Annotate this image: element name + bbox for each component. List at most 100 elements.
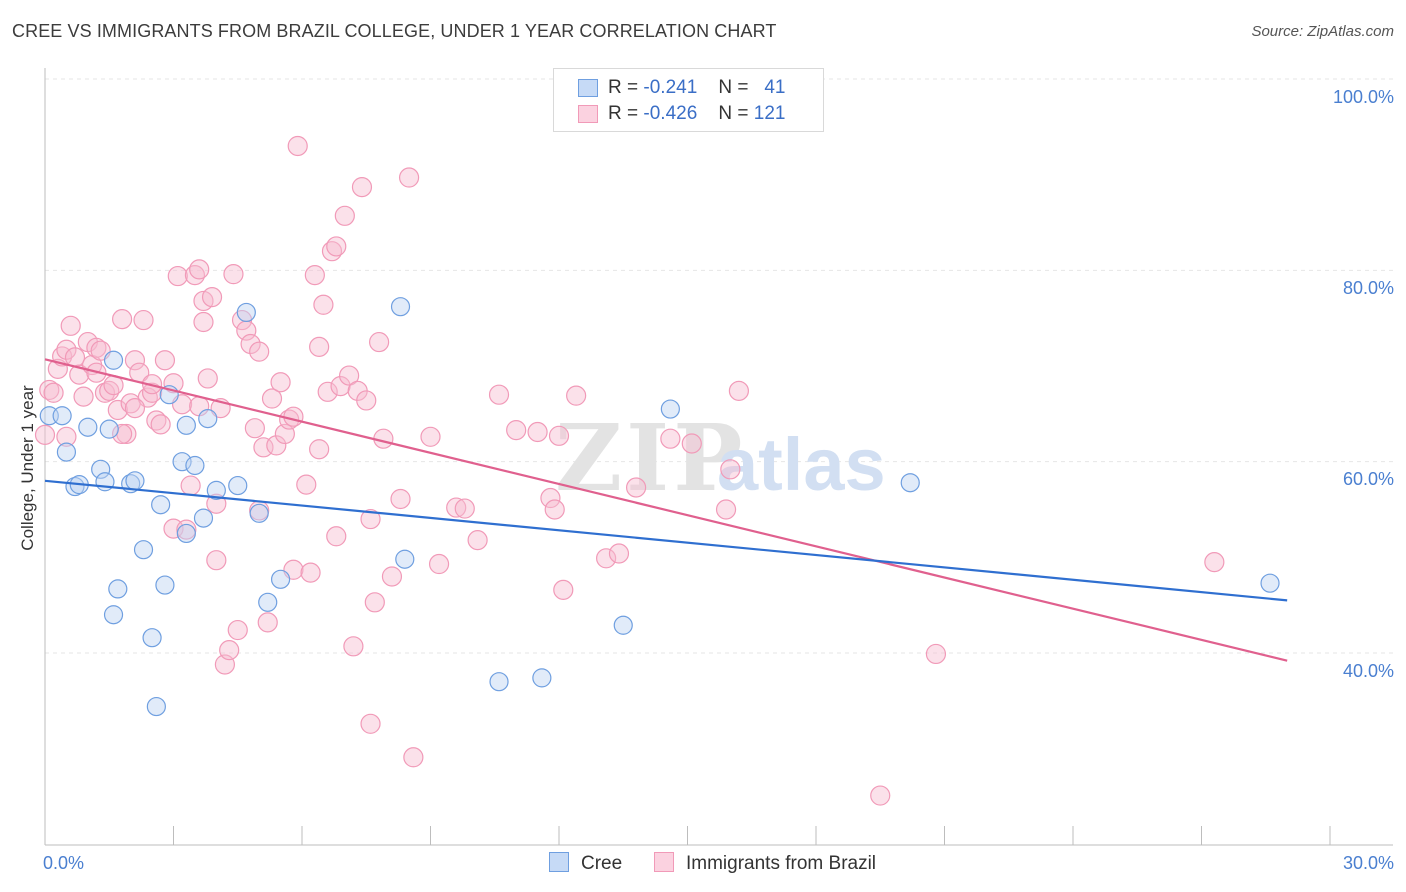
brazil-point xyxy=(548,425,570,446)
cree-point xyxy=(176,523,196,544)
cree-point xyxy=(660,399,680,419)
legend-n-value: 41 xyxy=(764,77,786,98)
brazil-point xyxy=(339,365,360,386)
brazil-point xyxy=(223,264,244,285)
brazil-point xyxy=(1204,552,1225,573)
brazil-point xyxy=(249,341,270,362)
cree-point xyxy=(270,569,291,589)
legend-r-value: -0.241 xyxy=(643,77,698,98)
brazil-point xyxy=(266,435,287,456)
brazil-point xyxy=(240,333,261,355)
brazil-point xyxy=(720,459,741,480)
brazil-point xyxy=(180,475,201,496)
cree-point xyxy=(198,409,218,429)
brazil-point xyxy=(107,399,128,421)
cree-swatch xyxy=(578,78,598,97)
brazil-point xyxy=(167,265,188,287)
axes xyxy=(44,68,1393,846)
cree-point xyxy=(172,452,192,472)
brazil-label: Immigrants from Brazil xyxy=(686,853,877,874)
brazil-point xyxy=(681,433,702,454)
brazil-trend-line xyxy=(44,358,1288,662)
brazil-point xyxy=(206,493,227,514)
cree-point xyxy=(390,297,411,317)
cree-point xyxy=(103,605,124,625)
brazil-point xyxy=(317,381,338,402)
cree-point xyxy=(532,668,552,688)
stats-legend: R = -0.241 N = 41 R = -0.426 N = 121 xyxy=(553,68,824,132)
legend-n-label: N = xyxy=(718,103,749,124)
cree-point xyxy=(78,417,98,437)
cree-point xyxy=(56,442,77,462)
y-axis-label: College, Under 1 year xyxy=(18,385,37,551)
brazil-point xyxy=(360,713,381,734)
brazil-point xyxy=(506,419,527,441)
brazil-point xyxy=(360,508,381,530)
cree-point xyxy=(108,579,128,599)
cree-points xyxy=(39,297,1280,717)
x-tick-0: 0.0% xyxy=(43,853,85,873)
brazil-point xyxy=(343,636,364,657)
brazil-point xyxy=(253,437,274,458)
brazil-points xyxy=(34,135,1225,806)
brazil-swatch xyxy=(654,852,674,872)
cree-point xyxy=(91,459,111,479)
bottom-legend-cree: Cree xyxy=(549,852,622,875)
brazil-point xyxy=(326,236,347,257)
brazil-point xyxy=(124,397,146,419)
brazil-point xyxy=(309,336,330,357)
brazil-point xyxy=(715,499,737,520)
cree-swatch xyxy=(549,852,569,872)
brazil-point xyxy=(356,390,377,411)
legend-n-label: N = xyxy=(718,77,749,98)
brazil-point xyxy=(309,439,330,460)
brazil-point xyxy=(43,382,64,403)
brazil-point xyxy=(527,421,548,443)
brazil-point xyxy=(154,350,176,371)
brazil-point xyxy=(728,380,750,401)
brazil-point xyxy=(56,339,77,360)
cree-point xyxy=(155,575,175,595)
y-tick-80: 80.0% xyxy=(1342,278,1394,298)
brazil-point xyxy=(660,428,681,449)
cree-point xyxy=(258,592,278,612)
svg-text:ZIP: ZIP xyxy=(555,404,746,512)
brazil-point xyxy=(326,526,347,547)
brazil-point xyxy=(334,205,355,226)
brazil-point xyxy=(261,388,283,409)
brazil-point xyxy=(925,643,947,665)
cree-point xyxy=(52,406,72,426)
brazil-point xyxy=(381,566,403,587)
brazil-point xyxy=(283,406,304,427)
cree-point xyxy=(900,473,920,493)
brazil-point xyxy=(390,488,411,510)
brazil-point xyxy=(454,498,475,519)
cree-point xyxy=(236,302,256,323)
bottom-legend-brazil: Immigrants from Brazil xyxy=(654,852,876,875)
cree-point xyxy=(142,628,162,648)
brazil-point xyxy=(133,309,154,331)
brazil-point xyxy=(544,499,565,520)
brazil-point xyxy=(56,426,77,447)
brazil-point xyxy=(206,550,227,571)
brazil-point xyxy=(300,562,321,583)
brazil-point xyxy=(244,418,265,439)
brazil-point xyxy=(351,177,373,198)
brazil-point xyxy=(296,474,317,495)
brazil-point xyxy=(227,619,248,641)
brazil-point xyxy=(540,487,561,509)
y-tick-60: 60.0% xyxy=(1342,469,1394,489)
cree-point xyxy=(103,350,124,370)
brazil-swatch xyxy=(578,104,598,123)
legend-r-label: R = xyxy=(608,103,639,124)
legend-r-label: R = xyxy=(608,77,639,98)
legend-row-brazil: R = -0.426 N = 121 xyxy=(578,103,785,125)
cree-point xyxy=(249,503,269,523)
gridlines xyxy=(45,78,1393,654)
brazil-point xyxy=(73,386,94,407)
cree-point xyxy=(99,419,119,439)
brazil-point xyxy=(257,612,278,633)
cree-point xyxy=(228,475,248,496)
zipatlas-watermark: ZIP atlas xyxy=(555,404,886,512)
